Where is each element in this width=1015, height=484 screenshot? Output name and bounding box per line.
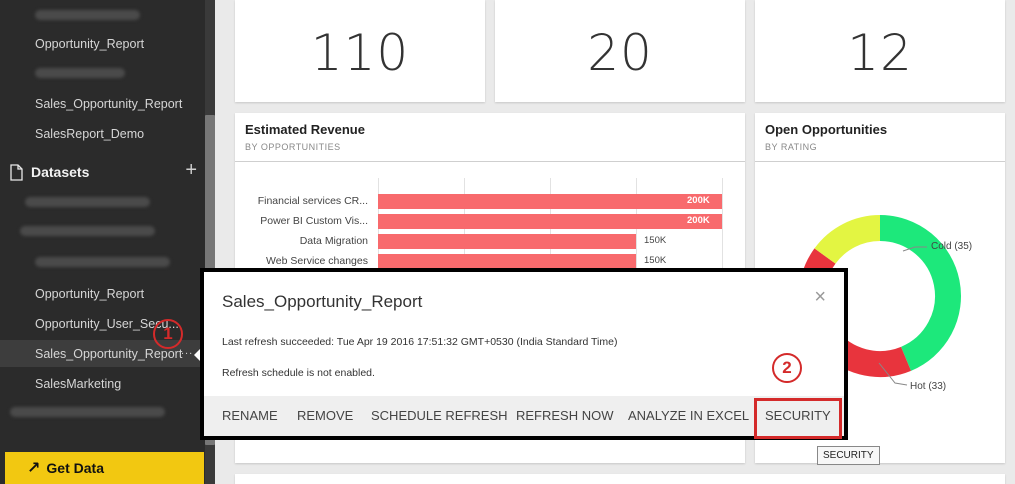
get-data-button[interactable]: ↗ Get Data [5, 452, 204, 484]
blurred-item [35, 68, 125, 78]
security-button[interactable]: SECURITY [765, 408, 831, 423]
datasets-label: Datasets [31, 164, 90, 180]
sidebar-dataset-salesmarketing[interactable]: SalesMarketing [35, 377, 122, 391]
bar-category-label: Power BI Custom Vis... [260, 215, 368, 227]
kpi-tile-1[interactable]: 110 [235, 0, 485, 102]
bar[interactable] [378, 214, 722, 229]
step-marker-1: 1 [153, 319, 183, 349]
dataset-popup: Sales_Opportunity_Report × Last refresh … [200, 268, 848, 440]
blurred-item [35, 10, 140, 20]
bar-category-label: Web Service changes [266, 255, 368, 267]
donut-slice-cold[interactable] [879, 215, 961, 371]
donut-label-hot: Hot (33) [910, 381, 947, 392]
chart-gridline [722, 178, 723, 278]
bar[interactable] [378, 194, 722, 209]
sidebar-report-salesreport-demo[interactable]: SalesReport_Demo [35, 127, 145, 141]
tile-partial [235, 474, 1005, 484]
tile-title: Estimated Revenue [245, 122, 365, 137]
bar-data-label: 150K [644, 255, 667, 266]
tile-subtitle: BY OPPORTUNITIES [245, 142, 341, 152]
last-refresh-text: Last refresh succeeded: Tue Apr 19 2016 … [222, 336, 618, 348]
donut-slice[interactable] [814, 215, 881, 265]
sidebar-dataset-opportunity-user-security[interactable]: Opportunity_User_Secu... [35, 317, 179, 331]
add-dataset-icon[interactable]: + [185, 159, 197, 181]
sidebar-report-opportunity-report[interactable]: Opportunity_Report [35, 37, 145, 51]
kpi-value: 12 [847, 24, 913, 82]
popup-title: Sales_Opportunity_Report [222, 292, 423, 311]
blurred-item [25, 197, 150, 207]
kpi-value: 110 [310, 24, 410, 82]
bar-category-label: Financial services CR... [257, 195, 368, 207]
refresh-schedule-text: Refresh schedule is not enabled. [222, 367, 375, 379]
donut-label-cold: Cold (35) [931, 241, 973, 252]
kpi-tile-2[interactable]: 20 [495, 0, 745, 102]
bar[interactable] [378, 234, 636, 249]
tile-divider [235, 161, 745, 162]
refresh-now-button[interactable]: REFRESH NOW [516, 408, 614, 423]
security-tooltip: SECURITY [817, 446, 880, 465]
kpi-tile-3[interactable]: 12 [755, 0, 1005, 102]
bar-category-label: Data Migration [299, 235, 368, 247]
sidebar-dataset-opportunity-report[interactable]: Opportunity_Report [35, 287, 145, 301]
step-marker-2: 2 [772, 353, 802, 383]
remove-button[interactable]: REMOVE [297, 408, 354, 423]
close-icon[interactable]: × [814, 286, 826, 308]
tile-divider [755, 161, 1005, 162]
sidebar-report-sales-opportunity-report[interactable]: Sales_Opportunity_Report [35, 97, 183, 111]
tile-subtitle: BY RATING [765, 142, 818, 152]
arrow-up-right-icon: ↗ [27, 460, 41, 477]
get-data-label: Get Data [46, 460, 104, 476]
blurred-item [35, 257, 170, 267]
sidebar: Opportunity_Report Sales_Opportunity_Rep… [0, 0, 215, 484]
popup-pointer [194, 349, 200, 361]
donut-leader-line [878, 362, 908, 386]
donut-leader-line [902, 246, 927, 252]
tile-title: Open Opportunities [765, 122, 888, 137]
bar[interactable] [378, 254, 636, 269]
bar-data-label: 150K [644, 235, 667, 246]
blurred-item [20, 226, 155, 236]
popup-action-bar: RENAME REMOVE SCHEDULE REFRESH REFRESH N… [204, 396, 844, 439]
rename-button[interactable]: RENAME [222, 408, 278, 423]
blurred-item [10, 407, 165, 417]
analyze-in-excel-button[interactable]: ANALYZE IN EXCEL [628, 408, 750, 423]
bar-data-label: 200K [687, 215, 710, 226]
more-options-icon[interactable]: ... [181, 345, 194, 357]
sidebar-dataset-sales-opportunity-report[interactable]: Sales_Opportunity_Report [35, 347, 183, 361]
datasets-heading: Datasets + [10, 159, 205, 182]
schedule-refresh-button[interactable]: SCHEDULE REFRESH [371, 408, 508, 423]
document-icon [10, 163, 23, 181]
bar-data-label: 200K [687, 195, 710, 206]
security-highlight-box [754, 398, 842, 439]
kpi-value: 20 [587, 24, 653, 82]
